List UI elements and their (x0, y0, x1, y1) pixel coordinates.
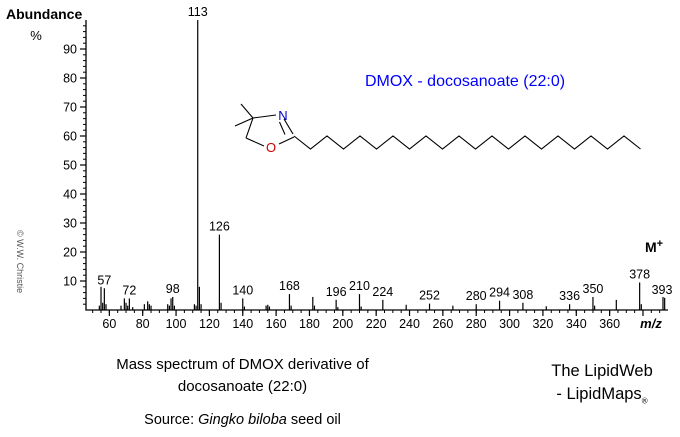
x-tick-label: 60 (102, 317, 116, 331)
peak-label-72: 72 (122, 283, 136, 297)
site-branding: The LipidWeb - LipidMaps® (523, 360, 680, 412)
figure-caption: Mass spectrum of DMOX derivative of doco… (70, 354, 415, 398)
x-tick-label: 300 (499, 317, 520, 331)
nitrogen-atom-label: N (278, 108, 287, 123)
molecule-structure: N O (234, 103, 641, 155)
y-tick-label: 80 (63, 72, 77, 86)
peak-label-350: 350 (583, 282, 604, 296)
copyright-text: © W.W. Christie (15, 230, 25, 293)
registered-mark-icon: ® (641, 396, 648, 406)
peak-label-168: 168 (279, 279, 300, 293)
axes: 60 80 100 120 140 160 180 200 220 240 260 280 300 320… (63, 20, 668, 331)
x-tick-label: 120 (199, 317, 220, 331)
peak-label-308: 308 (512, 288, 533, 302)
peak-label-393: 393 (652, 283, 673, 297)
x-tick-label: 260 (432, 317, 453, 331)
peak-label-140: 140 (232, 283, 253, 297)
x-axis-title: m/z (640, 316, 662, 331)
peak-label-280: 280 (466, 289, 487, 303)
y-tick-label: 10 (63, 275, 77, 289)
caption-line2: docosanoate (22:0) (177, 378, 308, 395)
mass-spectrum-chart: Abundance % © W.W. Christie DMOX - docos… (6, 5, 672, 331)
x-tick-label: 200 (332, 317, 353, 331)
x-tick-label: 160 (266, 317, 287, 331)
x-tick-label: 280 (466, 317, 487, 331)
y-tick-label: 20 (63, 246, 77, 260)
y-tick-label: 40 (63, 188, 77, 202)
dimethyl-bonds (234, 103, 254, 127)
peak-label-196: 196 (326, 285, 347, 299)
peak-label-98: 98 (166, 282, 180, 296)
peak-label-294: 294 (489, 286, 510, 300)
x-tick-label: 320 (532, 317, 553, 331)
caption-line1: Mass spectrum of DMOX derivative of (116, 356, 369, 373)
x-tick-label: 100 (166, 317, 187, 331)
peak-label-113: 113 (188, 5, 208, 19)
alkyl-chain (293, 135, 641, 150)
peak-label-210: 210 (349, 279, 370, 293)
y-tick-label: 70 (63, 101, 77, 115)
oxazoline-ring-bonds (245, 114, 295, 147)
y-tick-label: 30 (63, 217, 77, 231)
axis-lines (85, 20, 668, 311)
c-n-double-bond (278, 118, 294, 135)
y-tick-label: 90 (63, 43, 77, 57)
x-tick-label: 240 (399, 317, 420, 331)
x-tick-label: 360 (599, 317, 620, 331)
spectrum-title: DMOX - docosanoate (22:0) (365, 73, 565, 90)
peak-label-224: 224 (372, 285, 393, 299)
branding-line2: - LipidMaps® (556, 385, 648, 406)
molecular-ion-label: M+ (645, 238, 663, 255)
source-species: Gingko biloba (198, 412, 287, 428)
y-tick-label: 50 (63, 159, 77, 173)
branding-line1: The LipidWeb (551, 362, 653, 380)
x-tick-label: 80 (136, 317, 150, 331)
peak-label-336: 336 (559, 289, 580, 303)
y-axis-unit: % (30, 28, 42, 43)
peak-label-252: 252 (419, 289, 440, 303)
x-tick-label: 220 (366, 317, 387, 331)
x-tick-label: 180 (299, 317, 320, 331)
x-tick-label: 340 (566, 317, 587, 331)
y-axis-title: Abundance (6, 6, 82, 22)
peak-label-378: 378 (629, 267, 650, 281)
peak-label-126: 126 (209, 220, 230, 234)
oxygen-atom-label: O (266, 140, 276, 155)
peaks: 57 72 98 113 126 140 168 196 210 224 252 280 294 308 3… (97, 5, 672, 310)
y-tick-label: 60 (63, 130, 77, 144)
source-suffix: seed oil (286, 412, 341, 428)
source-caption: Source: Gingko biloba seed oil (70, 412, 415, 428)
x-tick-label: 140 (232, 317, 253, 331)
peak-label-57: 57 (97, 273, 111, 287)
source-prefix: Source: (144, 412, 199, 428)
